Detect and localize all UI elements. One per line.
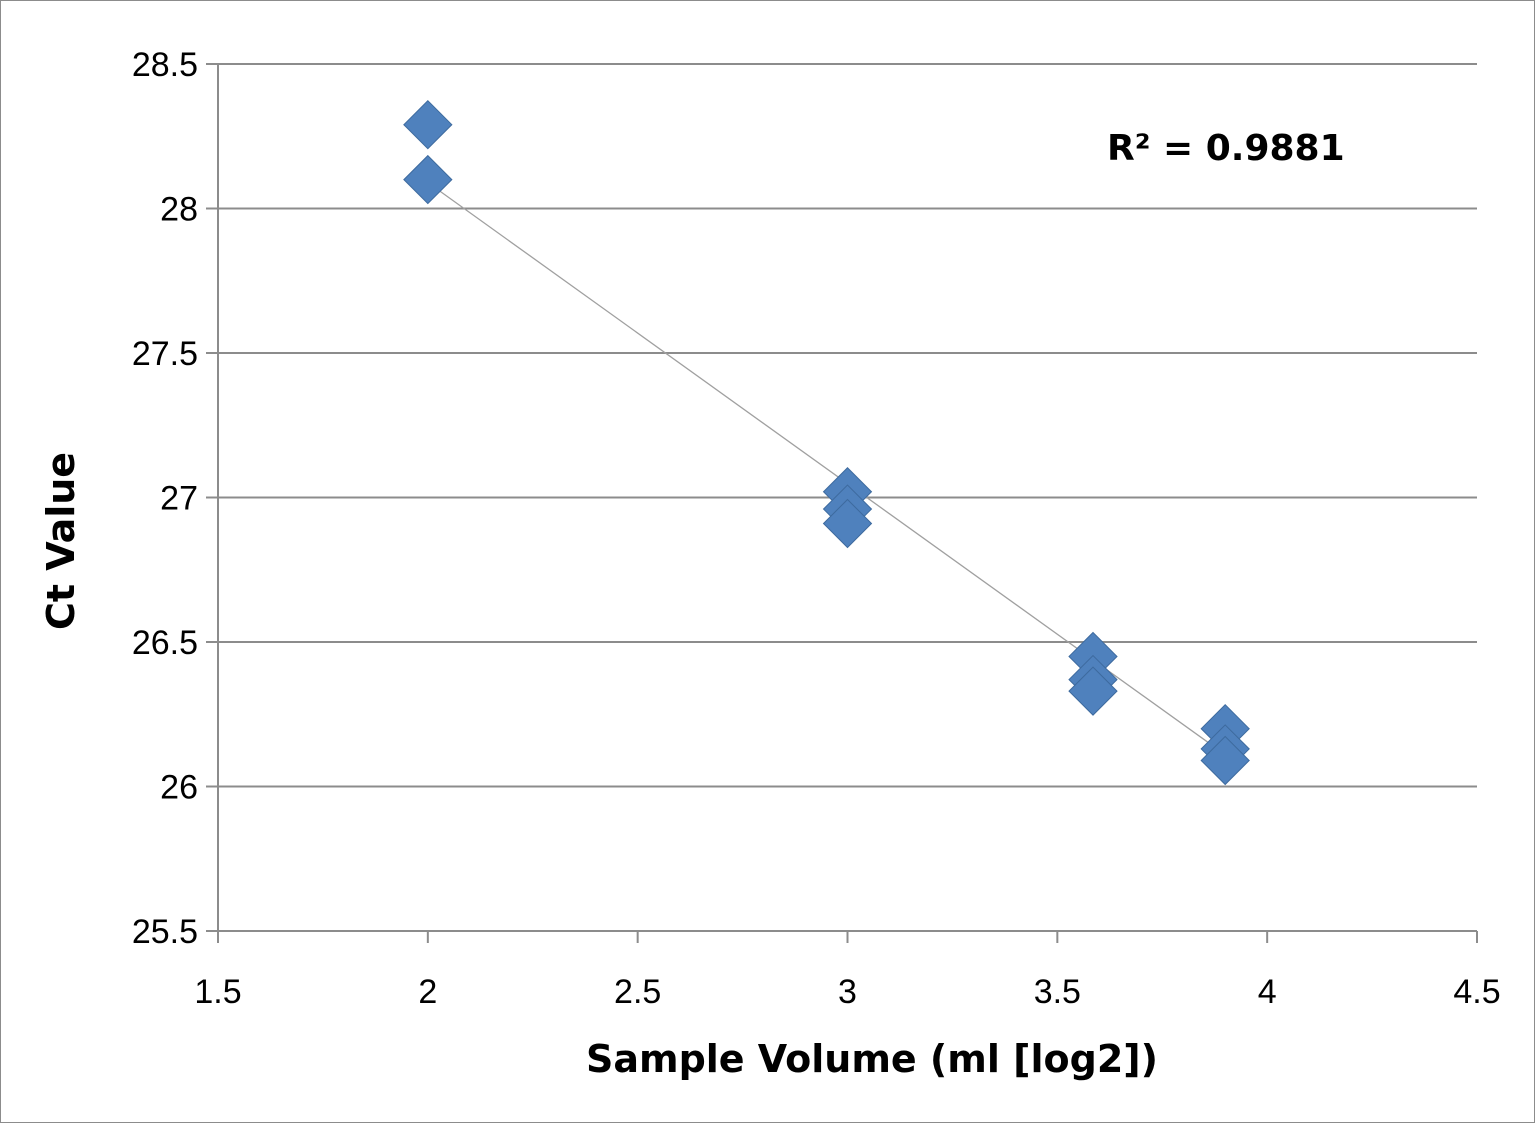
data-point — [403, 154, 453, 205]
x-tick-label: 3.5 — [1034, 973, 1081, 1011]
x-tick-labels: 1.5 2 2.5 3 3.5 4 4.5 — [194, 973, 1500, 1011]
y-tick-labels: 25.5 26 26.5 27 27.5 28 28.5 — [132, 46, 198, 951]
x-tick-label: 4.5 — [1453, 973, 1500, 1011]
y-tick-label: 25.5 — [132, 913, 198, 951]
y-axis-title: Ct Value — [39, 452, 83, 630]
x-tick-label: 2.5 — [614, 973, 661, 1011]
x-tick-label: 3 — [838, 973, 857, 1011]
x-tick-label: 1.5 — [194, 973, 241, 1011]
x-axis-title: Sample Volume (ml [log2]) — [586, 1037, 1158, 1081]
y-tick-label: 28 — [160, 191, 198, 229]
x-tick-label: 4 — [1258, 973, 1277, 1011]
data-point — [1200, 735, 1250, 786]
data-point — [1068, 666, 1118, 716]
data-point — [403, 99, 453, 150]
y-tick-label: 27.5 — [132, 335, 198, 373]
data-point — [822, 498, 873, 549]
axes — [206, 63, 1478, 943]
grid-lines — [218, 63, 1477, 788]
data-points — [403, 99, 1250, 786]
x-tick-label: 2 — [418, 973, 437, 1011]
y-tick-label: 26 — [160, 769, 198, 807]
y-tick-label: 27 — [160, 480, 198, 518]
y-tick-label: 28.5 — [132, 46, 198, 84]
y-tick-label: 26.5 — [132, 624, 198, 662]
r-squared-annotation: R² = 0.9881 — [1107, 128, 1345, 169]
